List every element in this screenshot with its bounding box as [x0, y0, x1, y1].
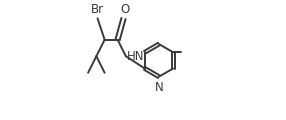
- Text: HN: HN: [126, 50, 144, 63]
- Text: O: O: [120, 3, 129, 16]
- Text: Br: Br: [91, 3, 104, 16]
- Text: N: N: [155, 81, 164, 94]
